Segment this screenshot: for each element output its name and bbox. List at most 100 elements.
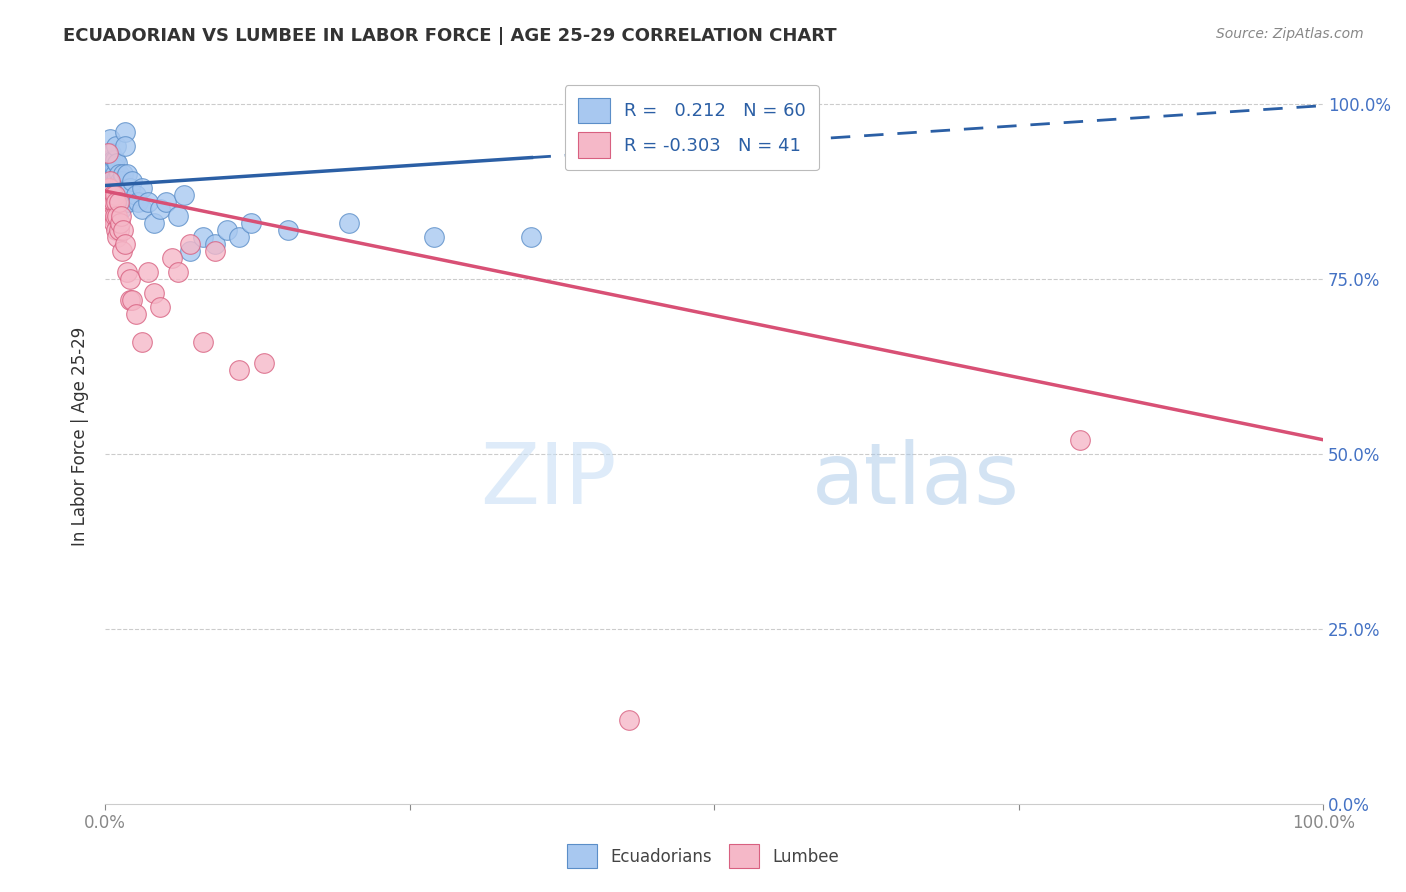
Point: [97, 194, 120, 209]
Point: [100, 160, 122, 174]
Point: [110, 180, 132, 194]
Point: [98, 167, 121, 181]
Point: [167, 209, 190, 223]
Point: [105, 173, 128, 187]
Point: [112, 167, 135, 181]
Point: [228, 362, 250, 376]
Point: [110, 209, 132, 223]
Point: [191, 229, 214, 244]
Point: [149, 300, 172, 314]
Point: [105, 194, 128, 209]
Point: [105, 209, 128, 223]
Point: [105, 170, 128, 185]
Point: [277, 222, 299, 236]
Point: [104, 187, 127, 202]
Point: [142, 216, 165, 230]
Point: [105, 184, 128, 198]
Point: [191, 334, 214, 349]
Point: [240, 216, 263, 230]
Point: [101, 209, 124, 223]
Point: [118, 271, 141, 285]
Point: [115, 187, 138, 202]
Point: [423, 229, 446, 244]
Point: [111, 244, 134, 258]
Point: [112, 222, 135, 236]
Point: [97, 145, 120, 160]
Point: [520, 229, 543, 244]
Point: [173, 187, 195, 202]
Legend: R =   0.212   N = 60, R = -0.303   N = 41: R = 0.212 N = 60, R = -0.303 N = 41: [565, 85, 818, 170]
Point: [100, 209, 122, 223]
Point: [155, 194, 177, 209]
Point: [114, 124, 136, 138]
Point: [103, 216, 125, 230]
Point: [98, 173, 121, 187]
Point: [142, 285, 165, 300]
Text: ZIP: ZIP: [481, 439, 617, 522]
Point: [101, 180, 124, 194]
Text: Source: ZipAtlas.com: Source: ZipAtlas.com: [1216, 27, 1364, 41]
Point: [204, 236, 226, 251]
Point: [108, 173, 131, 187]
Point: [103, 160, 125, 174]
Point: [112, 187, 135, 202]
Point: [97, 153, 120, 167]
Text: atlas: atlas: [811, 439, 1019, 522]
Point: [104, 180, 127, 194]
Point: [101, 153, 124, 167]
Point: [97, 180, 120, 194]
Point: [100, 145, 122, 160]
Point: [617, 713, 640, 727]
Point: [105, 138, 128, 153]
Point: [124, 187, 146, 202]
Point: [110, 202, 132, 216]
Point: [179, 244, 201, 258]
Point: [124, 307, 146, 321]
Point: [103, 194, 125, 209]
Point: [107, 194, 129, 209]
Point: [104, 167, 127, 181]
Point: [103, 173, 125, 187]
Point: [107, 167, 129, 181]
Point: [115, 167, 138, 181]
Point: [107, 180, 129, 194]
Point: [118, 180, 141, 194]
Point: [215, 222, 238, 236]
Point: [121, 173, 143, 187]
Point: [204, 244, 226, 258]
Point: [167, 265, 190, 279]
Point: [105, 222, 128, 236]
Y-axis label: In Labor Force | Age 25-29: In Labor Force | Age 25-29: [72, 326, 89, 546]
Point: [160, 251, 183, 265]
Legend: Ecuadorians, Lumbee: Ecuadorians, Lumbee: [561, 838, 845, 875]
Point: [136, 265, 159, 279]
Point: [115, 265, 138, 279]
Point: [97, 180, 120, 194]
Point: [97, 187, 120, 202]
Point: [252, 356, 274, 370]
Point: [101, 187, 124, 202]
Point: [105, 156, 128, 170]
Point: [100, 194, 122, 209]
Point: [114, 236, 136, 251]
Point: [104, 153, 127, 167]
Point: [107, 222, 129, 236]
Point: [127, 194, 149, 209]
Point: [1069, 433, 1091, 447]
Point: [103, 187, 125, 202]
Point: [105, 194, 128, 209]
Point: [179, 236, 201, 251]
Point: [111, 173, 134, 187]
Point: [98, 131, 121, 145]
Point: [117, 194, 139, 209]
Point: [131, 180, 153, 194]
Point: [108, 216, 131, 230]
Point: [121, 293, 143, 307]
Point: [337, 216, 360, 230]
Point: [118, 293, 141, 307]
Point: [101, 167, 124, 181]
Point: [108, 187, 131, 202]
Point: [104, 209, 127, 223]
Point: [131, 334, 153, 349]
Point: [136, 194, 159, 209]
